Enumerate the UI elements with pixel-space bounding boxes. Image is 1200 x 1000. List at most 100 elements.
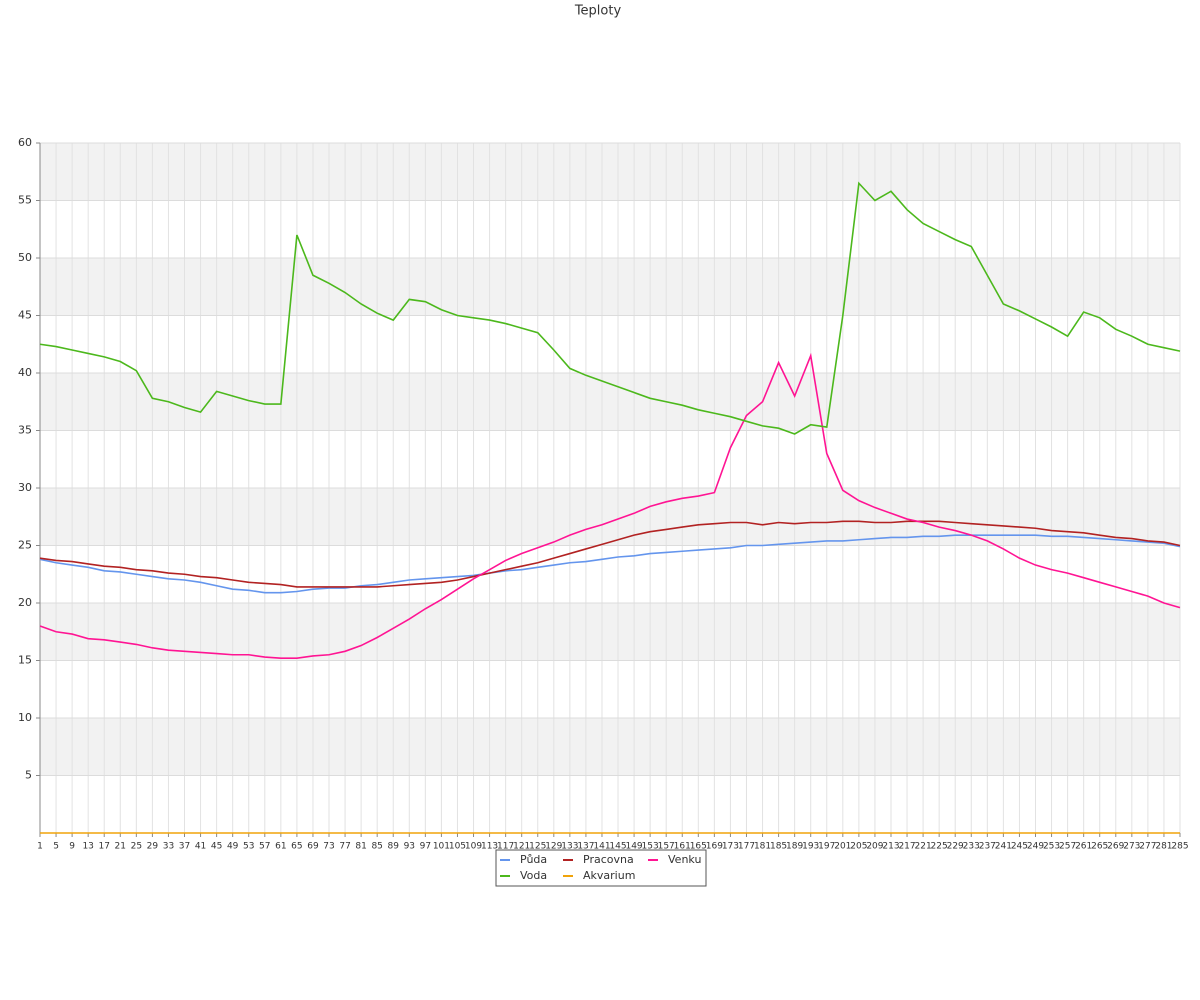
x-tick-label: 253 [1043,842,1060,852]
y-tick-label: 15 [18,654,32,667]
x-tick-label: 189 [786,842,803,852]
y-tick-label: 25 [18,539,32,552]
x-tick-label: 233 [963,842,980,852]
x-tick-label: 149 [625,842,642,852]
x-tick-label: 213 [882,842,899,852]
x-tick-label: 281 [1155,842,1172,852]
x-tick-label: 125 [529,842,546,852]
x-tick-label: 245 [1011,842,1028,852]
x-tick-label: 137 [577,842,594,852]
x-tick-label: 173 [722,842,739,852]
legend-label: Pracovna [583,853,634,866]
x-tick-label: 93 [404,842,415,852]
x-tick-label: 73 [323,842,334,852]
x-tick-label: 85 [371,842,382,852]
legend: Půda Pracovna Venku Voda Akvarium [495,849,707,887]
x-tick-label: 217 [898,842,915,852]
series-line [39,520,1181,588]
x-tick-label: 153 [642,842,659,852]
x-tick-label: 21 [115,842,126,852]
chart-title: Teploty [574,4,622,19]
x-tick-label: 5 [53,842,59,852]
x-tick-label: 45 [211,842,222,852]
x-tick-label: 33 [163,842,174,852]
x-tick-label: 169 [706,842,723,852]
x-tick-label: 1 [37,842,43,852]
y-tick-label: 45 [18,309,32,322]
y-tick-label: 35 [18,424,32,437]
x-tick-label: 265 [1091,842,1108,852]
x-tick-label: 201 [834,842,851,852]
x-tick-label: 205 [850,842,867,852]
x-tick-label: 53 [243,842,254,852]
grid-band [40,258,1180,316]
x-tick-label: 61 [275,842,286,852]
y-tick-label: 50 [18,251,32,264]
x-tick-label: 121 [513,842,530,852]
x-tick-label: 161 [674,842,691,852]
x-tick-label: 157 [658,842,675,852]
grid-band [40,718,1180,776]
x-tick-label: 141 [593,842,610,852]
series-line [39,534,1181,594]
grid-band [40,603,1180,661]
x-tick-label: 229 [947,842,964,852]
y-tick-label: 10 [18,711,32,724]
x-tick-label: 241 [995,842,1012,852]
y-tick-label: 55 [18,194,32,207]
x-tick-label: 101 [433,842,450,852]
x-tick-label: 77 [339,842,350,852]
x-tick-label: 257 [1059,842,1076,852]
x-tick-label: 165 [690,842,707,852]
grid-band [40,488,1180,546]
x-tick-label: 277 [1139,842,1156,852]
series-line [39,352,1181,660]
x-tick-label: 113 [481,842,498,852]
x-tick-label: 37 [179,842,190,852]
x-tick-label: 117 [497,842,514,852]
x-tick-label: 237 [979,842,996,852]
x-tick-label: 261 [1075,842,1092,852]
x-tick-label: 81 [355,842,366,852]
x-tick-label: 269 [1107,842,1124,852]
grid-band [40,373,1180,431]
legend-label: Půda [520,853,547,866]
x-tick-label: 209 [866,842,883,852]
x-tick-label: 105 [449,842,466,852]
series-line [39,181,1181,435]
y-tick-label: 60 [18,136,32,149]
x-tick-label: 25 [131,842,142,852]
legend-label: Voda [520,869,547,882]
legend-label: Akvarium [583,869,635,882]
x-tick-label: 177 [738,842,755,852]
x-tick-label: 69 [307,842,319,852]
x-tick-label: 57 [259,842,270,852]
x-tick-label: 89 [388,842,400,852]
x-tick-label: 17 [98,842,109,852]
x-tick-label: 41 [195,842,206,852]
x-tick-label: 97 [420,842,431,852]
x-tick-label: 29 [147,842,159,852]
x-tick-label: 129 [545,842,562,852]
x-tick-label: 225 [931,842,948,852]
legend-label: Venku [668,853,701,866]
x-tick-label: 9 [69,842,75,852]
x-tick-label: 13 [82,842,93,852]
y-tick-label: 20 [18,596,32,609]
x-tick-label: 49 [227,842,239,852]
x-tick-label: 221 [915,842,932,852]
grid-band [40,143,1180,201]
x-tick-label: 285 [1171,842,1188,852]
y-tick-label: 40 [18,366,32,379]
y-tick-label: 5 [25,769,32,782]
x-tick-label: 273 [1123,842,1140,852]
x-tick-label: 197 [818,842,835,852]
x-tick-label: 193 [802,842,819,852]
y-tick-label: 30 [18,481,32,494]
x-tick-label: 249 [1027,842,1044,852]
x-tick-label: 65 [291,842,302,852]
x-tick-label: 109 [465,842,482,852]
legend-box [495,849,707,887]
